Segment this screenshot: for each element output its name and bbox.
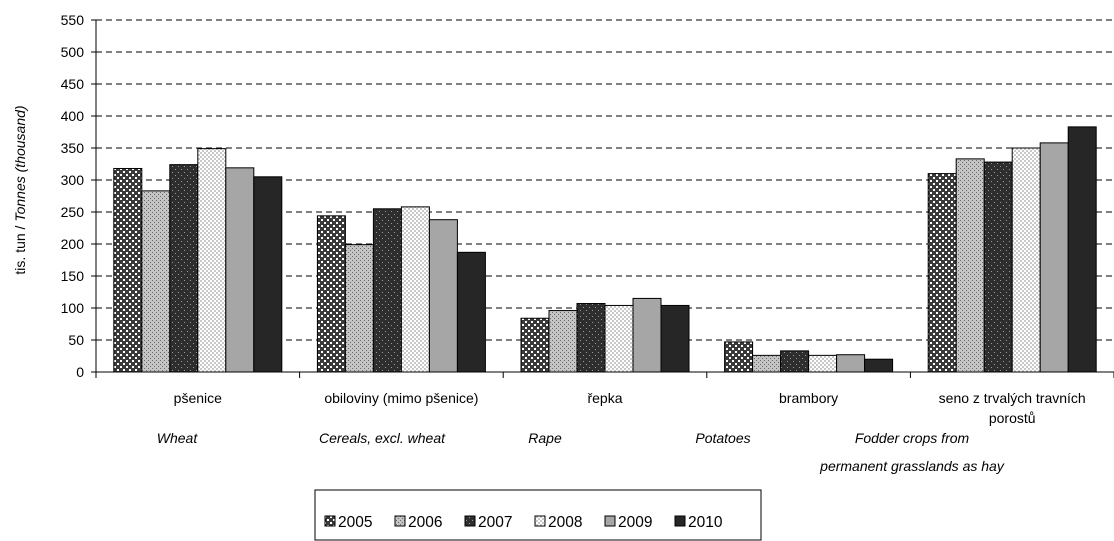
bar-2010	[1067, 126, 1097, 373]
category-english-label: Cereals, excl. wheat	[319, 430, 446, 446]
legend-swatch-2007	[464, 515, 476, 527]
y-tick-label: 250	[61, 204, 85, 220]
y-tick-label: 400	[61, 108, 85, 124]
category-label: pšenice	[174, 390, 222, 406]
legend-label-2005: 2005	[338, 514, 372, 531]
category-label: brambory	[779, 390, 838, 406]
legend-box	[314, 489, 762, 541]
category-label: seno z trvalých travních	[939, 390, 1086, 406]
y-tick-label: 500	[61, 44, 85, 60]
y-axis-label-main: tis. tun /	[12, 222, 28, 275]
legend-swatch-2009	[604, 515, 616, 527]
bar-2008	[808, 354, 838, 373]
bar-2007	[372, 208, 402, 373]
y-axis-label-english: Tonnes (thousand)	[12, 105, 28, 221]
category-english-label: permanent grasslands as hay	[819, 458, 1005, 474]
bar-2009	[1039, 142, 1069, 373]
legend-swatch-2008	[534, 515, 546, 527]
category-english-label: Fodder crops from	[855, 430, 970, 446]
bar-2009	[428, 219, 458, 373]
bar-2007	[576, 303, 606, 373]
category-english-label: Wheat	[157, 430, 199, 446]
bar-2005	[724, 341, 754, 373]
legend-label-2007: 2007	[478, 514, 512, 531]
legend-swatch-2005	[324, 515, 336, 527]
category-label: porostů	[989, 410, 1036, 426]
bar-2005	[113, 167, 143, 373]
bar-2009	[836, 354, 866, 373]
bar-2005	[520, 317, 550, 373]
bar-2006	[548, 310, 578, 373]
category-label: řepka	[587, 390, 622, 406]
legend-swatch-2006	[394, 515, 406, 527]
legend-label-2008: 2008	[548, 514, 582, 531]
y-tick-label: 450	[61, 76, 85, 92]
bar-2010	[456, 251, 486, 373]
bar-2007	[169, 164, 199, 373]
category-labels: pšenice obiloviny (mimo pšenice) řepka bram…	[157, 390, 1086, 474]
bar-2010	[253, 176, 283, 373]
y-axis: 0 50 100 150 200 250 300 350 400 450 500 550	[61, 12, 97, 380]
bar-2010	[864, 358, 894, 373]
bar-2008	[604, 304, 634, 373]
bar-2009	[225, 167, 255, 373]
bar-2008	[400, 206, 430, 373]
bar-2009	[632, 297, 662, 373]
category-english-label: Potatoes	[695, 430, 750, 446]
y-tick-label: 350	[61, 140, 85, 156]
y-tick-label: 50	[68, 332, 84, 348]
x-axis	[95, 371, 1114, 378]
y-axis-label: tis. tun / Tonnes (thousand)	[12, 105, 28, 274]
bar-2006	[752, 354, 782, 373]
bar-2007	[983, 161, 1013, 373]
y-tick-label: 300	[61, 172, 85, 188]
bar-2005	[316, 215, 346, 373]
y-tick-label: 0	[76, 364, 84, 380]
legend-label-2009: 2009	[618, 514, 652, 531]
legend-label-2010: 2010	[688, 514, 723, 531]
bar-2006	[955, 158, 985, 373]
legend-swatch-2010	[674, 515, 686, 527]
legend: 2005 2006 2007 2008 2009 2010	[314, 489, 762, 541]
y-tick-label: 150	[61, 268, 85, 284]
y-tick-label: 550	[61, 12, 85, 28]
bar-2005	[927, 173, 957, 373]
bar-2008	[197, 148, 227, 373]
bar-2006	[141, 190, 171, 373]
bars	[113, 126, 1097, 373]
bar-2007	[780, 350, 810, 373]
y-tick-label: 200	[61, 236, 85, 252]
category-label: obiloviny (mimo pšenice)	[324, 390, 478, 406]
bar-2010	[660, 304, 690, 373]
bar-2006	[344, 244, 374, 373]
bar-2008	[1011, 147, 1041, 373]
legend-label-2006: 2006	[408, 514, 442, 531]
category-english-label: Rape	[528, 430, 562, 446]
y-tick-label: 100	[61, 300, 85, 316]
